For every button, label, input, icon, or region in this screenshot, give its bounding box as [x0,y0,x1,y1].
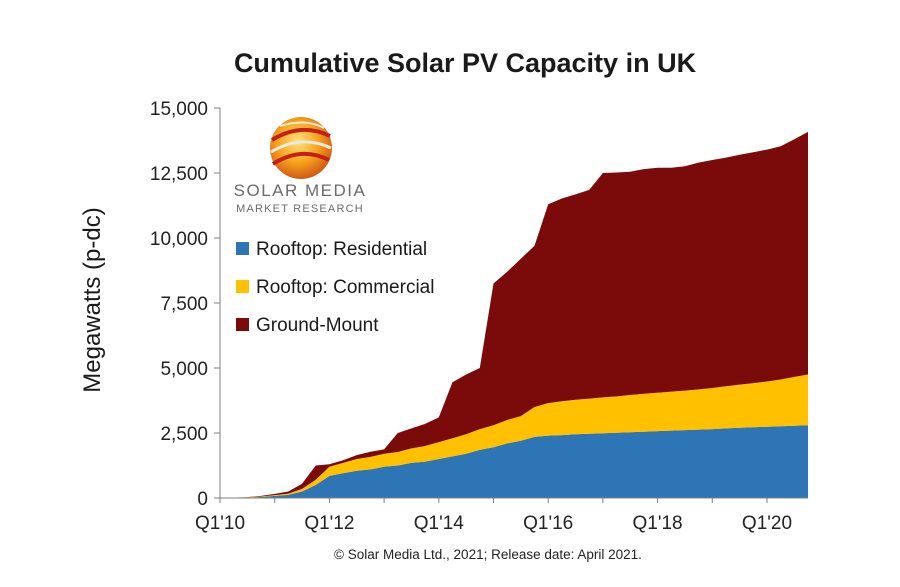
legend-swatch-rooftop-commercial [236,280,249,293]
y-tick-labels: 0 2,500 5,000 7,500 10,000 12,500 15,000 [150,99,220,510]
legend-label-rooftop-residential: Rooftop: Residential [256,239,427,260]
y-axis-label: Megawatts (p-dc) [79,207,106,392]
y-tick-label: 0 [197,489,208,510]
chart-title: Cumulative Solar PV Capacity in UK [234,48,697,78]
y-tick-label: 15,000 [150,99,208,120]
y-tick-label: 7,500 [160,294,208,315]
area-rooftop-commercial [220,374,808,498]
y-tick-label: 5,000 [160,359,208,380]
x-tick-label: Q1'10 [195,513,245,534]
area-rooftop-residential [220,425,808,498]
area-series-group [220,131,808,498]
area-ground-mount [220,131,808,498]
copyright-footer: © Solar Media Ltd., 2021; Release date: … [334,547,642,562]
legend-label-ground-mount: Ground-Mount [256,315,379,336]
y-tick-label: 2,500 [160,424,208,445]
legend-label-rooftop-commercial: Rooftop: Commercial [256,277,434,298]
logo-name: SOLAR MEDIA [234,181,367,200]
solar-media-logo: SOLAR MEDIA MARKET RESEARCH [234,117,367,215]
logo-subtitle: MARKET RESEARCH [236,203,364,215]
x-tick-label: Q1'14 [414,513,465,534]
x-tick-label: Q1'16 [523,513,573,534]
x-tick-label: Q1'18 [633,513,683,534]
legend-swatch-rooftop-residential [236,242,249,255]
globe-icon [270,117,332,179]
x-tick-label: Q1'20 [742,513,792,534]
x-tick-label: Q1'12 [304,513,354,534]
legend: Rooftop: Residential Rooftop: Commercial G… [236,239,434,336]
legend-swatch-ground-mount [236,318,249,331]
x-tick-labels: Q1'10 Q1'12 Q1'14 Q1'16 Q1'18 Q1'20 [195,498,792,534]
y-tick-label: 10,000 [150,229,208,250]
y-tick-label: 12,500 [150,164,208,185]
